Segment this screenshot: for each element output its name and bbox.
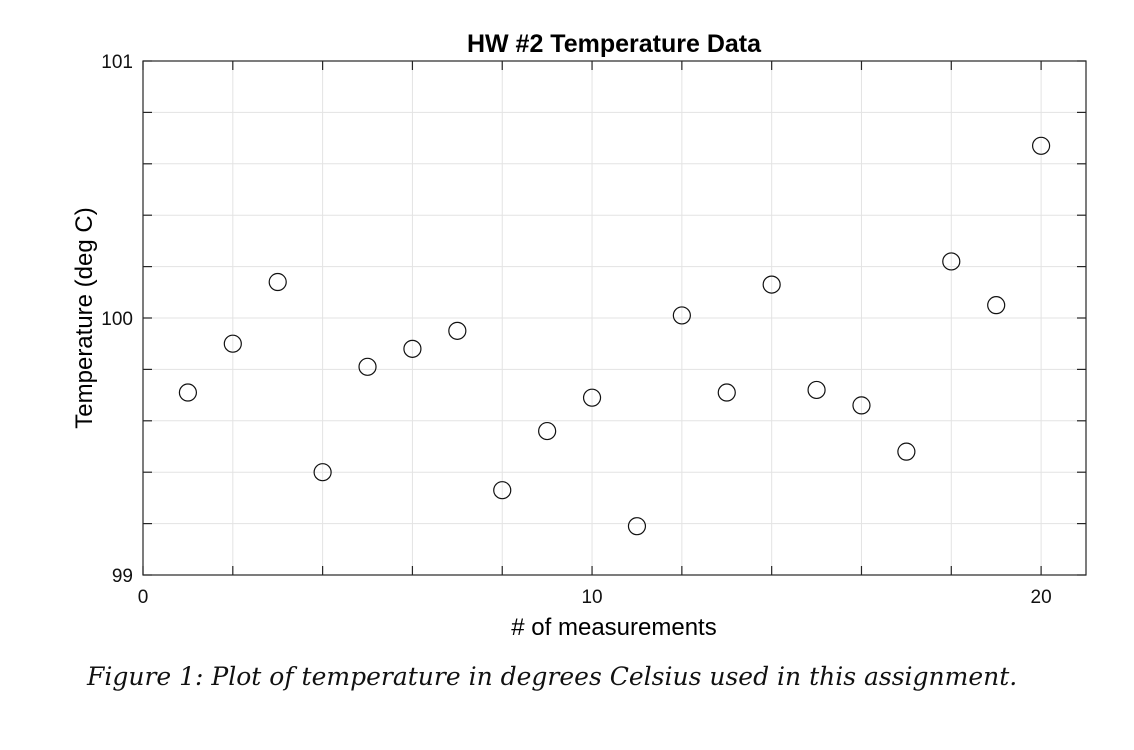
data-point: [268, 272, 287, 292]
y-tick-label: 99: [112, 566, 133, 587]
data-point: [223, 334, 242, 353]
data-point: [1031, 136, 1051, 155]
x-tick-label: 0: [138, 587, 149, 608]
data-point: [672, 306, 691, 325]
data-point: [178, 383, 198, 402]
data-point: [627, 517, 647, 536]
chart-title: HW #2 Temperature Data: [467, 30, 762, 58]
data-point: [582, 388, 602, 407]
data-point: [762, 275, 781, 294]
data-points: [178, 136, 1051, 536]
x-tick-label: 10: [581, 587, 602, 608]
data-point: [313, 463, 332, 482]
data-point: [403, 339, 422, 358]
grid-lines: [142, 60, 1086, 576]
data-point: [358, 357, 377, 376]
data-point: [942, 252, 961, 271]
data-point: [448, 321, 467, 340]
data-point: [987, 296, 1006, 315]
plot-area-frame: [142, 60, 1087, 576]
data-point: [897, 442, 916, 461]
data-point: [807, 380, 826, 400]
y-tick-label: 100: [101, 309, 133, 330]
y-tick-label: 101: [101, 52, 133, 73]
x-tick-label: 20: [1031, 587, 1052, 608]
figure-caption: Figure 1: Plot of temperature in degrees…: [87, 662, 1018, 691]
data-point: [493, 481, 512, 500]
scatter-chart: 0 10 20 99 100 101 HW #2 Temperature Data # o…: [71, 30, 1087, 641]
x-axis-label: # of measurements: [511, 614, 716, 641]
data-point: [852, 396, 871, 415]
data-point: [717, 383, 736, 402]
y-axis-label: Temperature (deg C): [71, 207, 98, 428]
data-point: [538, 421, 557, 441]
tick-labels: 0 10 20 99 100 101: [101, 52, 1051, 608]
